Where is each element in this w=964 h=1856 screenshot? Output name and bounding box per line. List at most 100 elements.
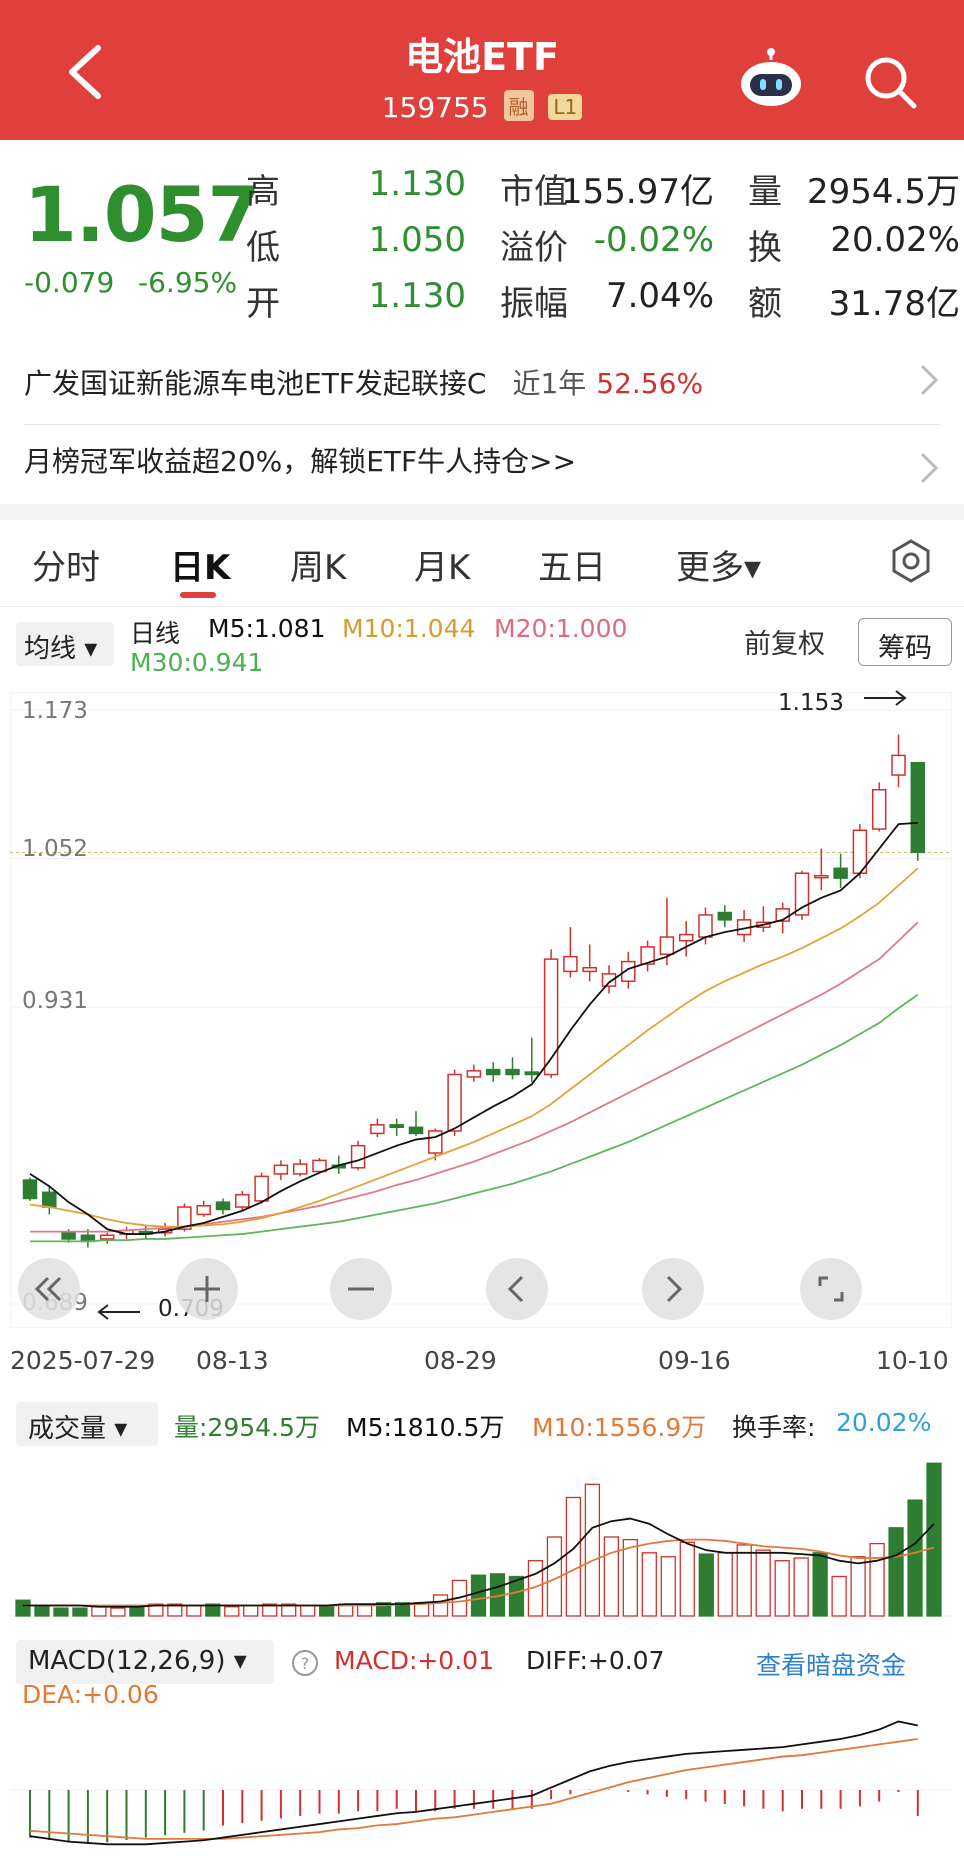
plus-icon bbox=[194, 1276, 220, 1302]
volume-bar bbox=[224, 1606, 240, 1617]
volume-bar bbox=[793, 1557, 809, 1617]
tab-monthly-k[interactable]: 月K bbox=[414, 548, 471, 588]
fund-return: 52.56% bbox=[596, 367, 704, 400]
volume-bar bbox=[167, 1603, 183, 1617]
macd-chart[interactable] bbox=[10, 1690, 952, 1856]
back-arrow-icon[interactable] bbox=[58, 42, 114, 102]
settings-icon[interactable] bbox=[888, 538, 934, 584]
volume-bar bbox=[432, 1594, 449, 1617]
volume-bar bbox=[679, 1541, 695, 1617]
stat-label: 换 bbox=[748, 228, 782, 268]
tab-daily-k[interactable]: 日K bbox=[170, 548, 231, 588]
volume-ma5-line bbox=[22, 1517, 935, 1608]
candlestick-chart[interactable] bbox=[10, 692, 952, 1328]
candle-body bbox=[678, 933, 694, 942]
chip-distribution-button[interactable]: 筹码 bbox=[858, 618, 952, 666]
fullscreen-button[interactable] bbox=[800, 1258, 862, 1320]
dark-pool-funds-link[interactable]: 查看暗盘资金 bbox=[756, 1651, 907, 1680]
promo-row[interactable]: 月榜冠军收益超20%，解锁ETF牛人持仓>> bbox=[24, 440, 940, 484]
stat-label: 额 bbox=[748, 284, 782, 324]
stat-label: 溢价 bbox=[500, 228, 568, 268]
axis-label-top: 1.173 bbox=[22, 698, 88, 724]
volume-bar bbox=[394, 1602, 411, 1617]
robot-assistant-icon[interactable] bbox=[736, 48, 806, 110]
stat-label: 高 bbox=[246, 172, 280, 212]
minus-icon bbox=[348, 1287, 374, 1291]
app-header: 电池ETF 159755 融 L1 bbox=[0, 0, 964, 140]
help-icon[interactable]: ? bbox=[290, 1648, 320, 1678]
tab-more[interactable]: 更多▾ bbox=[676, 548, 762, 588]
candle-body bbox=[910, 762, 926, 854]
active-tab-indicator bbox=[180, 592, 216, 598]
divider bbox=[0, 606, 964, 607]
volume-bar bbox=[717, 1552, 733, 1617]
search-icon[interactable] bbox=[860, 52, 920, 112]
volume-bar bbox=[850, 1556, 866, 1617]
fund-link-row[interactable]: 广发国证新能源车电池ETF发起联接C 近1年 52.56% bbox=[24, 362, 940, 402]
volume-bar bbox=[34, 1604, 50, 1617]
divider bbox=[24, 424, 940, 425]
stat-value: 1.130 bbox=[368, 164, 466, 204]
stat-value: 31.78亿 bbox=[828, 284, 960, 324]
date-label: 08-13 bbox=[196, 1346, 269, 1375]
candle-body bbox=[235, 1194, 250, 1208]
ma30-legend: M30:0.941 bbox=[130, 648, 264, 677]
volume-bar bbox=[603, 1536, 619, 1617]
volume-chart[interactable] bbox=[10, 1446, 952, 1622]
candle-body bbox=[389, 1124, 404, 1129]
candle-body bbox=[61, 1232, 76, 1240]
tab-five-day[interactable]: 五日 bbox=[538, 548, 606, 588]
candle-body bbox=[833, 867, 848, 879]
margin-badge: 融 bbox=[503, 90, 534, 121]
candle-body bbox=[254, 1175, 269, 1202]
ma10-line bbox=[29, 867, 919, 1228]
ma-period-label: 日线 bbox=[130, 619, 181, 648]
tab-weekly-k[interactable]: 周K bbox=[290, 548, 347, 588]
last-price: 1.057 bbox=[24, 170, 260, 259]
candle-body bbox=[42, 1191, 57, 1208]
volume-ma10: M10:1556.9万 bbox=[532, 1413, 707, 1442]
candle-body bbox=[215, 1201, 231, 1211]
turnover-value: 20.02% bbox=[836, 1408, 932, 1437]
stat-value: 20.02% bbox=[830, 220, 960, 260]
date-label: 2025-07-29 bbox=[10, 1346, 156, 1375]
macd-indicator-select[interactable]: MACD(12,26,9) ▾ bbox=[16, 1640, 274, 1684]
stat-label: 低 bbox=[246, 228, 280, 268]
fund-period: 近1年 bbox=[512, 367, 587, 400]
volume-bar bbox=[755, 1549, 771, 1617]
ma5-legend: M5:1.081 bbox=[208, 614, 326, 643]
indicator-select[interactable]: 均线 ▾ bbox=[16, 622, 114, 666]
chevron-left-icon bbox=[507, 1275, 524, 1303]
svg-text:?: ? bbox=[301, 1654, 310, 1673]
candle-body bbox=[891, 754, 906, 776]
volume-bar bbox=[698, 1553, 714, 1617]
adjust-mode[interactable]: 前复权 bbox=[744, 629, 825, 660]
scroll-left-button[interactable] bbox=[486, 1258, 548, 1320]
fund-name: 广发国证新能源车电池ETF发起联接C bbox=[24, 367, 487, 400]
volume-bar bbox=[262, 1603, 278, 1617]
volume-bar bbox=[584, 1483, 601, 1617]
volume-bar bbox=[869, 1542, 885, 1617]
candle-body bbox=[292, 1163, 308, 1175]
volume-bar bbox=[774, 1560, 790, 1617]
dea-line bbox=[29, 1738, 918, 1840]
scroll-right-button[interactable] bbox=[642, 1258, 704, 1320]
candle-body bbox=[370, 1124, 385, 1135]
candle-body bbox=[524, 1071, 540, 1076]
candle-body bbox=[640, 946, 655, 965]
zoom-in-button[interactable] bbox=[176, 1258, 238, 1320]
zoom-out-button[interactable] bbox=[330, 1258, 392, 1320]
security-code: 159755 bbox=[381, 91, 489, 124]
ma10-legend: M10:1.044 bbox=[342, 614, 476, 643]
tab-intraday[interactable]: 分时 bbox=[32, 548, 100, 588]
candle-body bbox=[794, 872, 810, 916]
arrow-left-icon bbox=[97, 1304, 140, 1320]
candle-body bbox=[505, 1068, 520, 1076]
stat-label: 振幅 bbox=[500, 284, 568, 324]
volume-indicator-select[interactable]: 成交量 ▾ bbox=[16, 1402, 158, 1446]
volume-bar bbox=[186, 1604, 202, 1617]
volume-bar bbox=[72, 1607, 88, 1617]
volume-bar bbox=[907, 1499, 923, 1617]
ma30-line bbox=[30, 993, 919, 1243]
scroll-left-fast-button[interactable] bbox=[18, 1258, 80, 1320]
